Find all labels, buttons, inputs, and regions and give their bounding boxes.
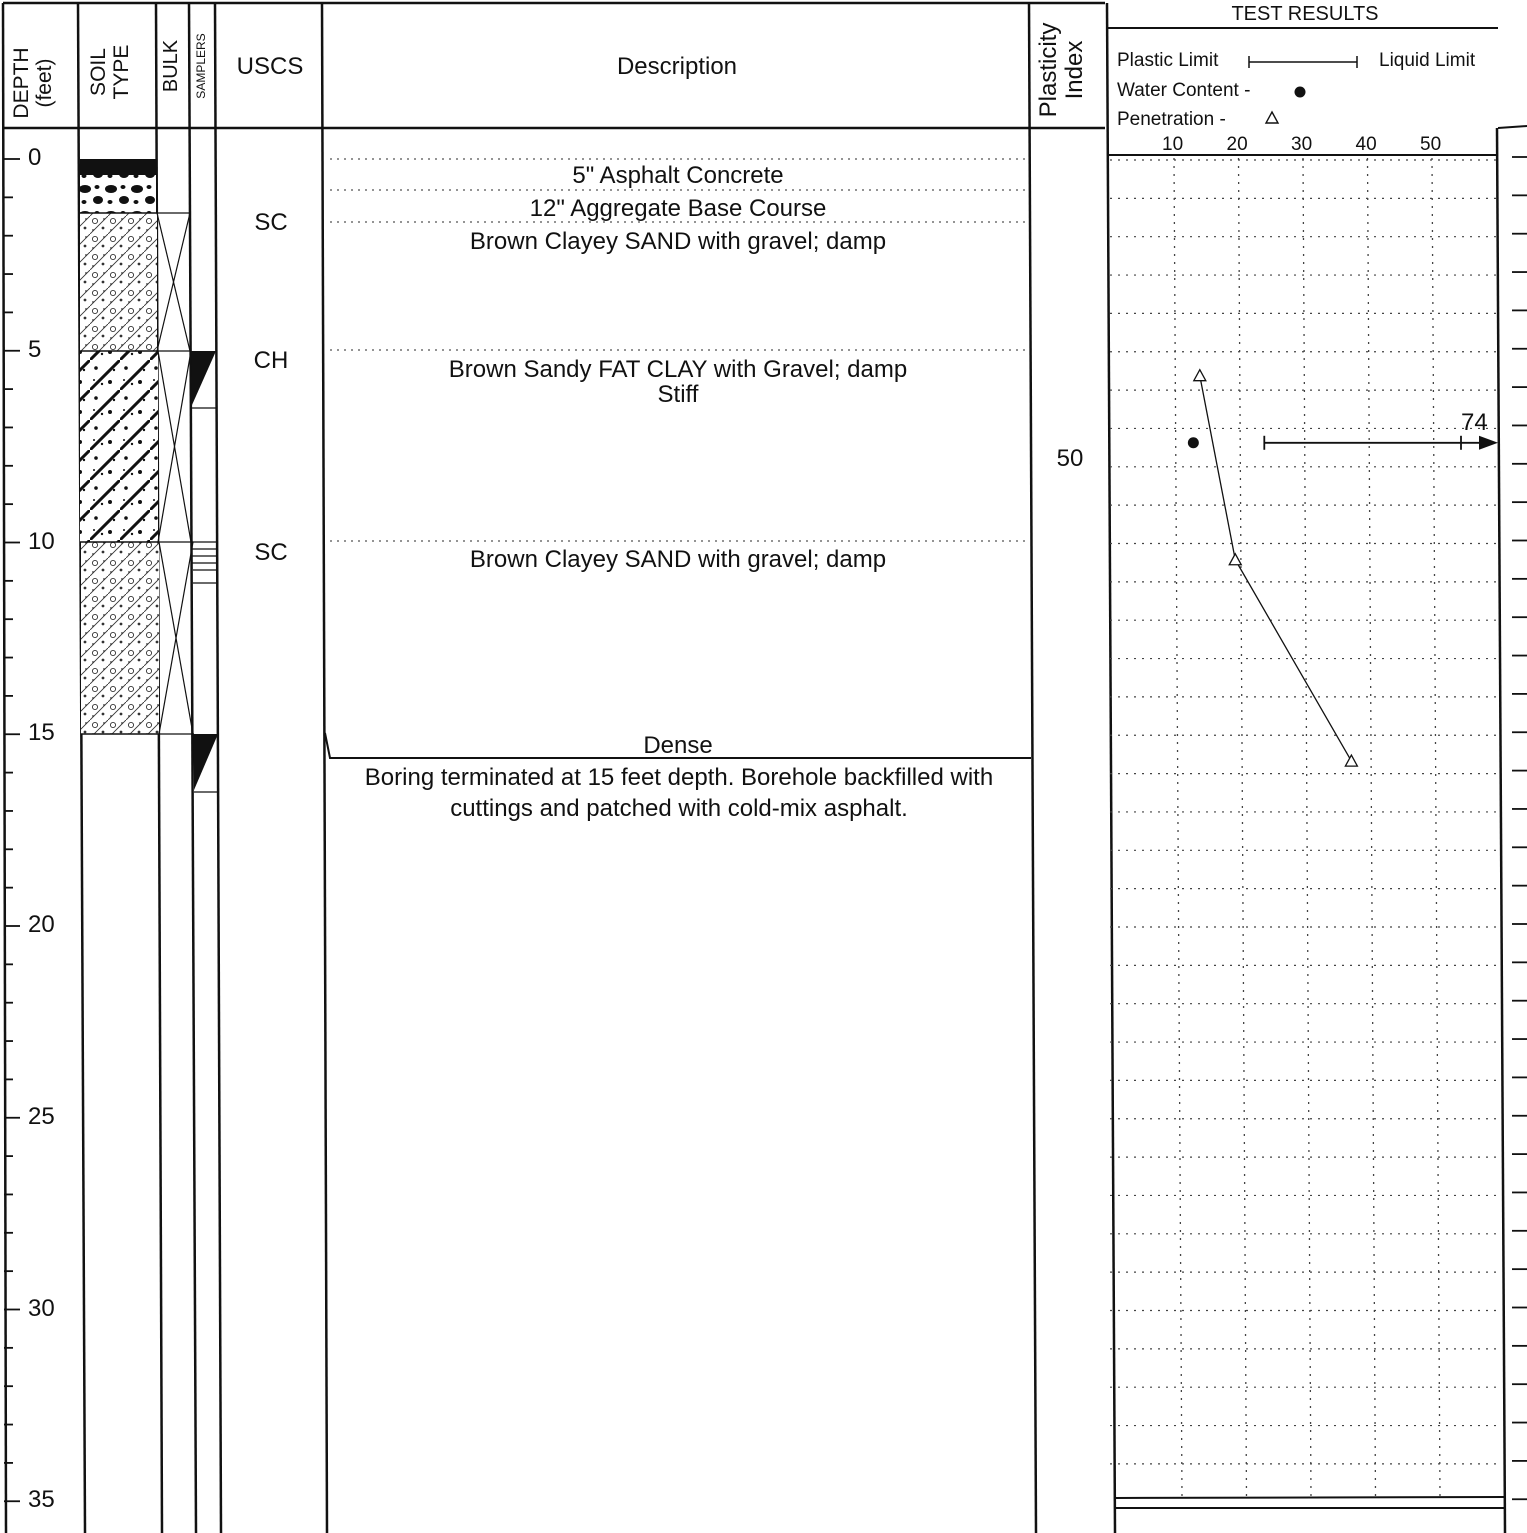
depth-label-20: 20 <box>28 911 55 938</box>
penetration-point-2 <box>1344 753 1359 767</box>
liquid-limit-legend: Liquid Limit <box>1379 50 1476 71</box>
depth-label-35: 35 <box>28 1486 55 1514</box>
pi-header-line1: Plasticity <box>1035 22 1062 118</box>
scale-tick-20: 20 <box>1226 134 1248 155</box>
scale-tick-30: 30 <box>1291 134 1313 155</box>
description-header: Description <box>616 53 738 80</box>
depth-label-15: 15 <box>28 719 55 747</box>
clayey-sand-layer-2 <box>81 542 159 734</box>
uscs-code-0: SC <box>254 209 288 237</box>
plastic-limit-legend: Plastic Limit <box>1117 50 1219 71</box>
scale-tick-50: 50 <box>1420 134 1442 155</box>
depth-label-25: 25 <box>28 1102 55 1130</box>
depth-label-0: 0 <box>28 144 42 171</box>
depth-column-header: DEPTH (feet) <box>10 23 70 143</box>
penetration-point-1 <box>1228 552 1243 566</box>
description-4: Stiff <box>657 380 699 408</box>
uscs-header: USCS <box>236 53 304 80</box>
soil-type-header: SOIL TYPE <box>87 12 147 132</box>
asphalt-layer <box>80 159 156 175</box>
scale-tick-10: 10 <box>1162 134 1184 155</box>
uscs-code-1: CH <box>253 347 289 375</box>
aggregate-base-layer <box>80 175 156 213</box>
plasticity-index-value-0: 50 <box>1056 445 1084 473</box>
samplers-header: SAMPLERS <box>194 33 208 99</box>
pi-header-line2: Index <box>1061 40 1089 100</box>
description-6: Dense <box>643 731 713 759</box>
termination-line2: cuttings and patched with cold-mix aspha… <box>450 795 908 822</box>
limit-range-legend-icon <box>1248 56 1358 68</box>
description-0: 5" Asphalt Concrete <box>572 162 784 190</box>
depth-label-5: 5 <box>28 335 42 363</box>
bulk-header: BULK <box>160 39 182 93</box>
test-results-grid <box>1110 157 1499 1498</box>
depth-header-line1: DEPTH <box>10 47 33 119</box>
atterberg-range-0 <box>1263 435 1498 450</box>
termination-note: Boring terminated at 15 feet depth. Bore… <box>330 762 1028 824</box>
liquid-limit-value-0: 74 <box>1461 408 1488 436</box>
penetration-legend: Penetration - <box>1117 109 1226 130</box>
water-content-point-0 <box>1187 437 1199 449</box>
uscs-code-2: SC <box>254 539 288 566</box>
test-results-header: TEST RESULTS <box>1231 3 1379 25</box>
soil-column <box>80 159 159 734</box>
depth-label-10: 10 <box>28 527 55 555</box>
description-3: Brown Sandy FAT CLAY with Gravel; damp <box>448 356 908 383</box>
water-content-legend: Water Content - <box>1117 80 1251 101</box>
bulk-sample-marks <box>156 212 194 735</box>
test-results-data <box>1187 368 1498 767</box>
penetration-triangle-icon <box>1264 110 1280 124</box>
fat-clay-layer <box>80 351 158 542</box>
scale-tick-40: 40 <box>1355 134 1377 155</box>
depth-label-30: 30 <box>28 1294 55 1322</box>
penetration-series-line <box>1199 375 1352 762</box>
plasticity-index-header: Plasticity Index <box>1035 4 1096 136</box>
soil-header-line1: SOIL <box>87 48 110 96</box>
soil-header-line2: TYPE <box>110 44 134 100</box>
clayey-sand-layer-1 <box>80 213 157 351</box>
description-5: Brown Clayey SAND with gravel; damp <box>469 545 887 573</box>
termination-line1: Boring terminated at 15 feet depth. Bore… <box>364 764 994 791</box>
penetration-point-0 <box>1192 368 1207 382</box>
termination-line <box>324 732 1031 759</box>
description-2: Brown Clayey SAND with gravel; damp <box>469 227 887 255</box>
sampler-marks <box>191 351 219 793</box>
water-content-dot-icon <box>1294 86 1306 98</box>
description-1: 12" Aggregate Base Course <box>529 194 827 222</box>
depth-header-line2: (feet) <box>33 58 57 108</box>
